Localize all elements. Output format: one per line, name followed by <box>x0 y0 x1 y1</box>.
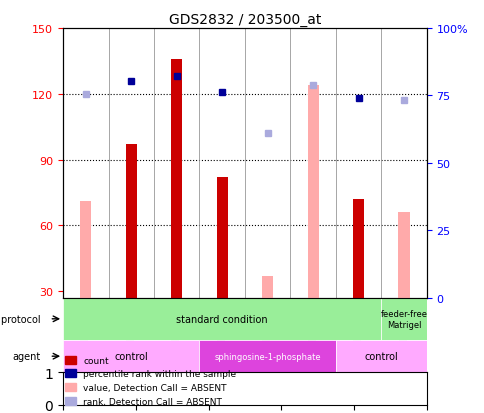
Bar <box>261 276 272 298</box>
FancyBboxPatch shape <box>63 340 199 373</box>
Bar <box>171 59 182 298</box>
FancyBboxPatch shape <box>380 298 426 340</box>
Bar <box>398 213 409 298</box>
Legend: count, percentile rank within the sample, value, Detection Call = ABSENT, rank, : count, percentile rank within the sample… <box>62 353 239 408</box>
FancyBboxPatch shape <box>335 340 426 373</box>
Text: sphingosine-1-phosphate: sphingosine-1-phosphate <box>214 352 320 361</box>
Text: control: control <box>363 351 397 361</box>
Text: standard condition: standard condition <box>176 314 268 324</box>
FancyBboxPatch shape <box>199 340 335 373</box>
Text: control: control <box>114 351 148 361</box>
Text: feeder-free
Matrigel: feeder-free Matrigel <box>380 309 427 329</box>
Bar <box>80 202 91 298</box>
Bar <box>307 86 318 298</box>
Text: growth protocol: growth protocol <box>0 314 40 324</box>
Bar <box>216 178 227 298</box>
Title: GDS2832 / 203500_at: GDS2832 / 203500_at <box>168 12 320 26</box>
Bar <box>125 145 136 298</box>
FancyBboxPatch shape <box>63 298 380 340</box>
Bar <box>352 199 363 298</box>
Text: agent: agent <box>12 351 40 361</box>
